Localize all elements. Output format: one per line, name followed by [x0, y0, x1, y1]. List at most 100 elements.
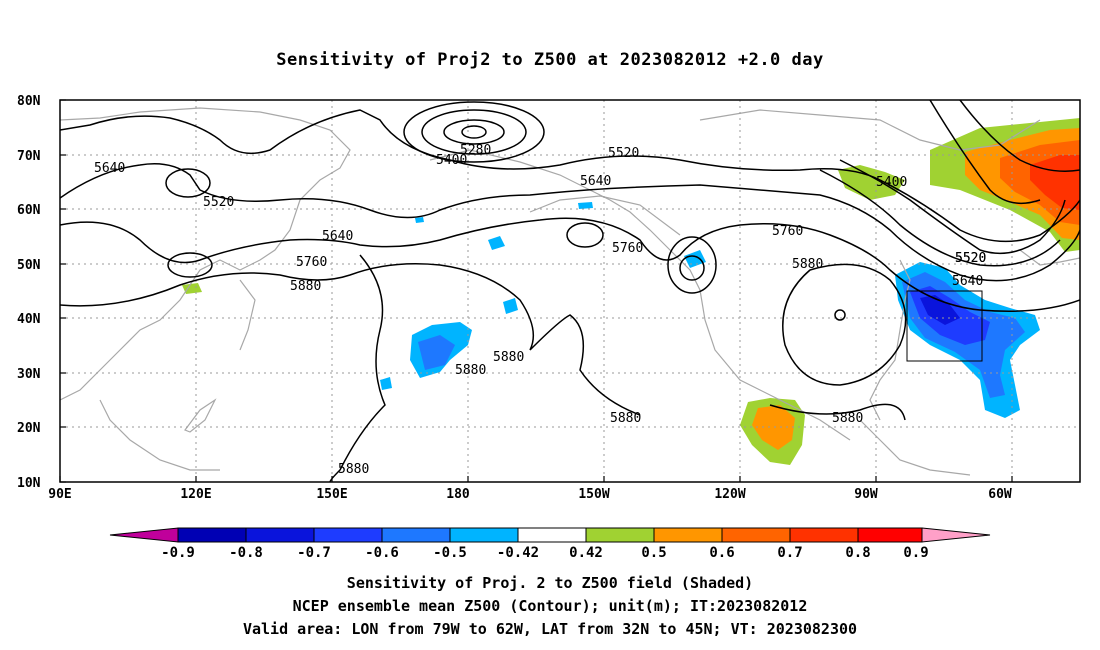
contour-label: 5520 — [608, 146, 639, 161]
caption-line-1: Sensitivity of Proj. 2 to Z500 field (Sh… — [346, 574, 754, 592]
colorbar-bin — [245, 527, 315, 543]
map-frame — [59, 99, 1081, 483]
contour-closed-low-ring3 — [421, 109, 527, 155]
colorbar-bin — [313, 527, 383, 543]
contour-label: 5760 — [296, 255, 327, 270]
map-title: Sensitivity of Proj2 to Z500 at 20230820… — [276, 50, 824, 70]
contour-closed-low-ring2 — [443, 119, 505, 145]
contour-gulf-low — [566, 222, 604, 248]
colorbar-bin — [177, 527, 247, 543]
contour-closed-low-5280 — [461, 125, 487, 139]
colorbar-label: 0.7 — [777, 545, 802, 561]
contour-label: 5760 — [612, 241, 643, 256]
colorbar: -0.9 -0.8 -0.7 -0.6 -0.5 -0.42 0.42 0.5 … — [109, 527, 991, 561]
lat-label: 20N — [17, 421, 41, 436]
shade-green-pacific — [182, 283, 202, 294]
contour-label: 5520 — [955, 251, 986, 266]
shade-green-hudson — [838, 165, 905, 200]
contour-label: 5400 — [876, 175, 907, 190]
contour-label: 5880 — [338, 462, 369, 477]
contour-label: 5280 — [460, 143, 491, 158]
contour-small-low — [167, 252, 213, 278]
contour-label: 5520 — [203, 195, 234, 210]
colorbar-label: 0.42 — [569, 545, 603, 561]
contour-label: 5880 — [290, 279, 321, 294]
lon-label: 120E — [180, 487, 211, 502]
colorbar-label: -0.6 — [365, 545, 399, 561]
lon-label: 90W — [854, 487, 878, 502]
grid-lines — [60, 100, 1080, 482]
contour-closed-low-ring4 — [403, 101, 545, 163]
colorbar-bin — [653, 527, 723, 543]
colorbar-bin — [517, 527, 587, 543]
contour-label: 5880 — [610, 411, 641, 426]
colorbar-label: -0.5 — [433, 545, 467, 561]
contour-5400-north — [839, 159, 1066, 255]
shade-spot-5 — [578, 202, 593, 209]
shade-orange-mexico — [752, 405, 795, 450]
latitude-labels: 80N 70N 60N 50N 40N 30N 20N 10N — [17, 94, 41, 491]
lat-label: 80N — [17, 94, 41, 109]
colorbar-label: -0.7 — [297, 545, 331, 561]
contour-north-1 — [929, 100, 1041, 205]
contour-5520-north — [819, 169, 1061, 267]
colorbar-label: -0.8 — [229, 545, 263, 561]
longitude-labels: 90E 120E 150E 180 150W 120W 90W 60W — [48, 487, 1012, 502]
contour-north-2 — [959, 100, 1080, 172]
shade-spot-4 — [380, 377, 392, 390]
valid-area-box — [906, 290, 983, 362]
contour-labels: 5280 5400 5520 5640 5520 5640 5520 5640 … — [94, 143, 986, 477]
shade-blue-pacific — [418, 335, 455, 370]
colorbar-bin — [585, 527, 655, 543]
colorbar-bin — [381, 527, 451, 543]
contour-label: 5880 — [832, 411, 863, 426]
contour-label: 5640 — [322, 229, 353, 244]
lon-label: 60W — [988, 487, 1012, 502]
colorbar-bin — [857, 527, 923, 543]
contour-label: 5880 — [792, 257, 823, 272]
colorbar-bin — [721, 527, 791, 543]
caption-line-2: NCEP ensemble mean Z500 (Contour); unit(… — [292, 597, 808, 615]
colorbar-label: 0.6 — [709, 545, 734, 561]
shade-spot-6 — [415, 217, 424, 223]
lat-label: 40N — [17, 312, 41, 327]
sensitivity-shading — [182, 118, 1080, 465]
colorbar-label: -0.9 — [161, 545, 195, 561]
contour-label: 5880 — [455, 363, 486, 378]
lon-label: 150E — [316, 487, 347, 502]
colorbar-label: 0.8 — [845, 545, 870, 561]
colorbar-label: -0.42 — [497, 545, 539, 561]
colorbar-label: 0.9 — [903, 545, 928, 561]
shade-spot-3 — [684, 250, 706, 268]
contour-5880-ridge — [782, 263, 907, 386]
lon-label: 120W — [714, 487, 745, 502]
lat-label: 60N — [17, 203, 41, 218]
lon-label: 90E — [48, 487, 71, 502]
lat-label: 50N — [17, 258, 41, 273]
contour-5520-upper — [60, 109, 1080, 243]
contour-5880-sw — [769, 403, 906, 421]
contour-5880-south — [329, 254, 386, 482]
colorbar-high-triangle — [921, 527, 991, 543]
contour-label: 5640 — [94, 161, 125, 176]
coastlines — [60, 107, 1080, 476]
contour-label: 5760 — [772, 224, 803, 239]
shade-spot-1 — [488, 236, 505, 250]
contour-cutoff-low-inner — [679, 255, 705, 281]
lon-label: 150W — [578, 487, 609, 502]
colorbar-low-triangle — [109, 527, 179, 543]
z500-contours — [60, 100, 1080, 482]
contour-5640 — [60, 163, 1080, 282]
contour-pacific-high — [165, 168, 211, 198]
caption-line-3: Valid area: LON from 79W to 62W, LAT fro… — [242, 620, 858, 638]
lat-label: 70N — [17, 149, 41, 164]
contour-cutoff-low-outer — [667, 236, 717, 294]
colorbar-label: 0.5 — [641, 545, 666, 561]
lat-label: 10N — [17, 476, 41, 491]
lon-label: 180 — [446, 487, 470, 502]
contour-label: 5880 — [493, 350, 524, 365]
contour-label: 5400 — [436, 153, 467, 168]
lat-label: 30N — [17, 367, 41, 382]
colorbar-bin — [449, 527, 519, 543]
contour-ridge-core — [834, 309, 846, 321]
